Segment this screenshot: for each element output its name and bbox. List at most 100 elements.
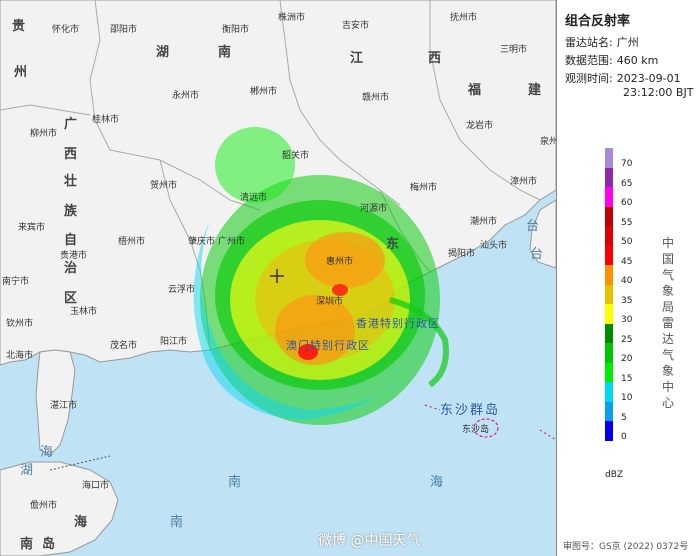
time-label: 观测时间: <box>565 72 613 85</box>
color-scale-tick: 55 <box>621 217 633 228</box>
radar-map[interactable]: 贵 州 湖 南 江 西 福 建 广 西 壮 族 自 治 区 东 湖 台 台 海 … <box>0 0 567 556</box>
color-scale-tick: 30 <box>621 315 633 325</box>
color-scale-tick: 60 <box>621 198 633 208</box>
city-label: 北海市 <box>6 351 34 361</box>
sea-label: 海 <box>40 445 56 460</box>
color-swatch <box>605 265 613 285</box>
region-label: 贵 <box>12 19 26 34</box>
color-scale-tick: 0 <box>621 432 627 442</box>
color-swatch <box>605 187 613 207</box>
city-label: 贺州市 <box>150 181 178 191</box>
approval-number: 审图号：GS京 (2022) 0372号 <box>563 542 689 552</box>
dongsha-island-marker <box>473 418 499 438</box>
hainan-island <box>0 461 119 556</box>
color-swatch <box>605 226 613 246</box>
region-label: 福 <box>468 83 482 98</box>
city-label: 深圳市 <box>316 297 344 307</box>
city-label: 韶关市 <box>282 151 310 161</box>
taiwan-edge <box>529 199 556 269</box>
station-label: 雷达站名: <box>565 36 613 49</box>
city-label: 阳江市 <box>160 337 188 347</box>
city-label: 肇庆市 <box>188 237 216 247</box>
hong-kong-label: 香港特别行政区 <box>356 317 440 330</box>
city-label: 衡阳市 <box>222 25 250 35</box>
region-label: 州 <box>14 65 28 80</box>
color-scale-tick: 35 <box>621 295 633 306</box>
region-label: 西 <box>64 147 78 162</box>
city-label: 梅州市 <box>410 183 438 193</box>
city-label: 株洲市 <box>278 13 306 23</box>
color-swatch <box>605 323 613 343</box>
region-label: 东 <box>386 237 400 252</box>
city-label: 贵港市 <box>60 251 88 261</box>
station-row: 雷达站名: 广州 <box>565 34 639 50</box>
color-swatch <box>605 362 613 382</box>
region-label: 岛 <box>42 537 56 552</box>
sea-label: 湖 <box>20 463 36 478</box>
color-scale-tick: 70 <box>621 159 633 169</box>
info-panel: 组合反射率 雷达站名: 广州 数据范围: 460 km 观测时间: 2023-09-0… <box>556 0 700 556</box>
sea-boundary-lines <box>424 404 556 441</box>
color-swatch <box>605 245 613 265</box>
city-label: 钦州市 <box>6 319 34 329</box>
dongsha-islands-label: 东沙群岛 <box>440 403 501 418</box>
range-label: 数据范围: <box>565 54 613 67</box>
sea-label: 海 <box>430 475 446 490</box>
color-scale-tick: 65 <box>621 178 633 189</box>
radar-station-marker <box>270 269 284 283</box>
city-label: 海口市 <box>82 481 110 491</box>
region-label: 自 <box>64 233 78 248</box>
city-label: 吉安市 <box>342 21 370 31</box>
product-title: 组合反射率 <box>565 14 631 29</box>
color-scale <box>605 148 615 441</box>
color-swatch <box>605 167 613 187</box>
time-clock-row: 23:12:00 BJT <box>623 86 693 99</box>
city-label: 潮州市 <box>470 217 498 227</box>
color-swatch <box>605 148 613 168</box>
region-label: 湖 <box>156 45 170 60</box>
region-label: 海 <box>74 515 88 530</box>
range-row: 数据范围: 460 km <box>565 52 658 68</box>
city-label: 怀化市 <box>52 25 80 35</box>
weibo-watermark: 微博 @中国天气 <box>318 533 421 549</box>
station-value: 广州 <box>616 36 639 49</box>
city-label: 茂名市 <box>110 341 138 351</box>
map-base <box>0 0 556 556</box>
city-label: 桂林市 <box>92 115 120 125</box>
macau-label: 澳门特别行政区 <box>286 339 370 352</box>
sea-label: 南 <box>170 515 186 530</box>
color-swatch <box>605 304 613 324</box>
sea-label: 南 <box>228 475 244 490</box>
region-label: 南 <box>20 537 34 552</box>
color-swatch <box>605 421 613 441</box>
city-label: 郴州市 <box>250 87 278 97</box>
city-label: 儋州市 <box>30 501 58 511</box>
leizhou-peninsula <box>35 349 76 456</box>
color-scale-tick: 15 <box>621 373 633 384</box>
city-label: 梧州市 <box>118 237 146 247</box>
city-label: 邵阳市 <box>110 25 138 35</box>
city-label: 三明市 <box>500 45 528 55</box>
region-label: 江 <box>350 51 364 66</box>
region-label: 区 <box>64 291 78 306</box>
city-label: 清远市 <box>240 193 268 203</box>
time-row: 观测时间: 2023-09-01 <box>565 70 681 86</box>
city-label: 来宾市 <box>18 223 46 233</box>
city-label: 揭阳市 <box>448 249 476 259</box>
city-label: 东沙岛 <box>462 425 490 435</box>
time-clock: 23:12:00 BJT <box>623 86 694 99</box>
color-scale-tick: 45 <box>621 256 633 267</box>
sea-label: 台 <box>530 247 546 262</box>
color-swatch <box>605 206 613 226</box>
unit-label: dBZ <box>605 470 624 480</box>
city-label: 抚州市 <box>450 13 478 23</box>
color-scale-tick: 10 <box>621 393 633 403</box>
color-scale-tick: 25 <box>621 334 633 345</box>
city-label: 河源市 <box>360 204 388 214</box>
color-swatch <box>605 284 613 304</box>
time-date: 2023-09-01 <box>616 72 681 85</box>
city-label: 广州市 <box>218 237 246 247</box>
city-label: 泉州市 <box>540 137 568 147</box>
city-label: 湛江市 <box>50 401 78 411</box>
city-label: 永州市 <box>172 91 200 101</box>
